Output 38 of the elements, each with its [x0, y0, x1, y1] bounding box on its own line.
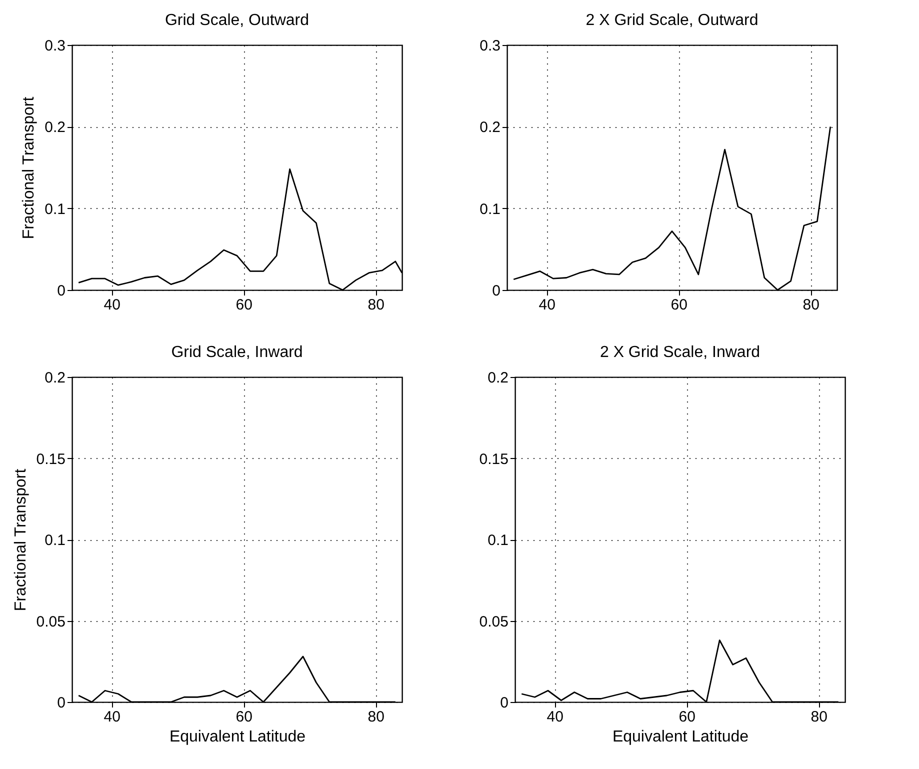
x-tick-label: 40: [104, 296, 120, 314]
y-axis-title: Fractional Transport: [12, 468, 30, 612]
y-tick-label: 0: [500, 694, 508, 712]
x-tick-label: 80: [368, 708, 384, 726]
x-tick-label: 40: [546, 708, 564, 726]
y-axis-title: Fractional Transport: [20, 96, 38, 240]
chart-title: Grid Scale, Inward: [171, 344, 303, 361]
x-tick-label: 60: [236, 708, 252, 726]
chart-title: 2 X Grid Scale, Inward: [600, 344, 760, 361]
x-axis-title: Equivalent Latitude: [612, 728, 749, 746]
x-tick-label: 80: [810, 708, 828, 726]
x-tick-label: 80: [368, 296, 384, 314]
x-tick-label: 60: [678, 708, 696, 726]
y-tick-label: 0.15: [479, 450, 508, 468]
y-tick-label: 0.3: [44, 38, 66, 54]
y-tick-label: 0.2: [480, 119, 500, 136]
y-tick-label: 0.1: [44, 200, 66, 218]
y-tick-label: 0.2: [488, 370, 508, 386]
chart-title: Grid Scale, Outward: [164, 12, 310, 29]
chart-title: 2 X Grid Scale, Outward: [586, 12, 758, 29]
y-tick-label: 0.15: [36, 450, 66, 468]
y-tick-label: 0.05: [479, 613, 508, 630]
y-tick-label: 0: [57, 282, 66, 300]
y-tick-label: 0.3: [480, 38, 500, 54]
y-tick-label: 0.05: [36, 613, 66, 630]
x-tick-label: 60: [670, 296, 688, 314]
y-tick-label: 0.1: [480, 200, 500, 218]
y-tick-label: 0.2: [44, 119, 66, 136]
y-tick-label: 0: [57, 694, 66, 712]
x-tick-label: 40: [538, 296, 556, 314]
x-tick-label: 40: [104, 708, 120, 726]
x-axis-title: Equivalent Latitude: [169, 728, 306, 746]
y-tick-label: 0.2: [44, 370, 66, 386]
x-tick-label: 80: [802, 296, 820, 314]
y-tick-label: 0: [492, 282, 500, 300]
x-tick-label: 60: [236, 296, 252, 314]
y-tick-label: 0.1: [488, 532, 508, 549]
y-tick-label: 0.1: [44, 532, 66, 549]
